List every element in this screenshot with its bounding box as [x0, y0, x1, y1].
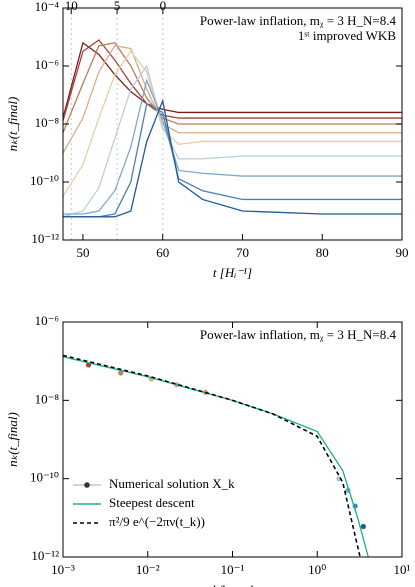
data-point	[336, 476, 342, 482]
y-tick-label: 10⁻⁸	[35, 115, 60, 130]
x-tick-label: 10⁻³	[51, 562, 75, 577]
annotation: Power-law inflation, mᵪ = 3 H_N=8.4	[200, 13, 397, 28]
y-tick-label: 10⁻⁶	[35, 313, 59, 328]
x-tick-label: 10⁻²	[136, 562, 160, 577]
x-tick-label: 10¹	[394, 562, 411, 577]
annotation: 1ˢᵗ improved WKB	[298, 28, 396, 43]
x2-tick-label: 10	[65, 0, 78, 13]
data-point	[360, 523, 366, 530]
series-line	[63, 64, 402, 218]
axes-frame	[62, 7, 403, 241]
x-tick-label: 50	[76, 245, 89, 260]
y-tick-label: 10⁻¹⁰	[30, 173, 59, 188]
x-tick-label: 10⁻¹	[221, 562, 245, 577]
y-tick-label: 10⁻⁴	[35, 0, 60, 14]
legend-label: Steepest descent	[109, 495, 195, 510]
series-line	[63, 42, 402, 133]
x-tick-label: 60	[156, 245, 169, 260]
series-line	[63, 98, 402, 218]
series-line	[63, 45, 402, 154]
series-line	[63, 354, 361, 557]
x-axis-label: t [Hᵢ⁻¹]	[213, 265, 252, 280]
data-point	[118, 370, 124, 376]
series-line	[63, 39, 402, 121]
y-tick-label: 10⁻¹²	[31, 231, 59, 246]
y-tick-label: 10⁻¹⁰	[30, 470, 59, 485]
x-tick-label: 80	[316, 245, 329, 260]
y-axis-label: nₖ(t_final)	[5, 97, 20, 152]
legend-label: π²/9 e^(−2πν(t_k))	[109, 514, 205, 529]
series-line	[63, 78, 402, 215]
x-tick-label: 90	[396, 245, 409, 260]
series-line	[63, 102, 402, 218]
y-tick-label: 10⁻⁸	[35, 391, 60, 406]
plot-area	[63, 354, 369, 557]
legend-label: Numerical solution X_k	[109, 476, 235, 491]
y-tick-label: 10⁻⁶	[35, 57, 59, 72]
x2-tick-label: 0	[160, 0, 167, 13]
x-axis-label: k/k_end	[212, 582, 253, 587]
series-line	[63, 356, 369, 557]
x-tick-label: 10⁰	[308, 562, 326, 577]
x-tick-label: 70	[236, 245, 249, 260]
axes-frame	[62, 321, 403, 558]
y-axis-label: nₖ(t_final)	[5, 412, 20, 467]
series-line	[63, 41, 402, 119]
y-tick-label: 10⁻¹²	[31, 548, 59, 563]
annotation: Power-law inflation, mᵪ = 3 H_N=8.4	[200, 327, 397, 342]
plot-area	[63, 8, 402, 240]
x2-tick-label: 5	[114, 0, 121, 13]
legend-swatch	[84, 482, 90, 488]
